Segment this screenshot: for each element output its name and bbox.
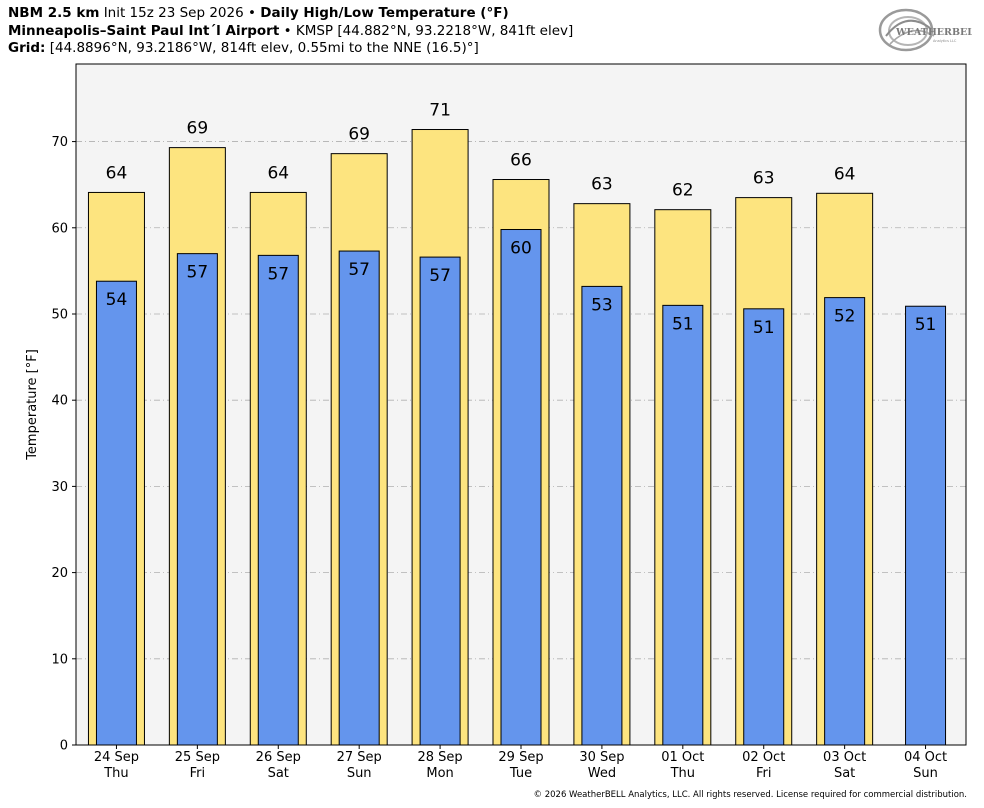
x-tick-date: 30 Sep [579, 750, 624, 765]
low-value-label: 53 [591, 295, 613, 315]
high-value-label: 62 [672, 181, 694, 201]
x-tick-day: Mon [426, 766, 453, 781]
low-value-label: 57 [267, 264, 289, 284]
high-value-label: 64 [267, 163, 289, 183]
low-value-label: 57 [429, 266, 451, 286]
value-labels: 64 54 69 57 64 57 69 57 71 57 66 60 63 53 62 51 63 51 64 52… [106, 101, 937, 338]
low-bar [824, 297, 866, 746]
y-tick-label: 0 [60, 739, 68, 754]
low-value-label: 57 [348, 260, 370, 280]
x-tick-date: 04 Oct [904, 750, 947, 765]
x-tick-date: 27 Sep [337, 750, 382, 765]
high-value-label: 63 [753, 169, 775, 189]
x-tick-date: 01 Oct [661, 750, 704, 765]
x-tick-day: Tue [509, 766, 532, 781]
x-tick-day: Thu [670, 766, 695, 781]
low-bar [743, 308, 785, 746]
y-axis: 0 10 20 30 40 50 60 70 [51, 135, 76, 754]
title-line-1: NBM 2.5 km Init 15z 23 Sep 2026 • Daily … [8, 5, 509, 22]
station-details: KMSP [44.882°N, 93.2218°W, 841ft elev] [295, 23, 574, 39]
low-value-label: 57 [187, 263, 209, 283]
x-tick-day: Sun [913, 766, 938, 781]
low-bar [419, 256, 461, 746]
high-value-label: 63 [591, 175, 613, 195]
y-tick-label: 20 [51, 566, 68, 581]
grid-details: [44.8896°N, 93.2186°W, 814ft elev, 0.55m… [49, 40, 479, 56]
x-tick-date: 02 Oct [742, 750, 785, 765]
y-tick-label: 30 [51, 480, 68, 495]
x-tick-day: Sat [834, 766, 855, 781]
high-value-label: 64 [106, 163, 128, 183]
product-name: Daily High/Low Temperature (°F) [260, 5, 509, 21]
low-value-label: 52 [834, 307, 856, 327]
low-value-label: 60 [510, 239, 532, 259]
low-value-label: 51 [753, 318, 775, 338]
low-bar [338, 250, 380, 746]
high-value-label: 71 [429, 101, 451, 121]
low-bar [662, 304, 704, 746]
y-tick-label: 70 [51, 135, 68, 150]
copyright-footer: © 2026 WeatherBELL Analytics, LLC. All r… [533, 790, 967, 800]
low-bar [176, 253, 218, 746]
x-tick-date: 28 Sep [417, 750, 462, 765]
low-value-label: 54 [106, 290, 128, 310]
title-line-3: Grid: [44.8896°N, 93.2186°W, 814ft elev,… [8, 40, 479, 57]
bars [87, 129, 947, 746]
low-bar [500, 229, 542, 746]
y-tick-label: 50 [51, 307, 68, 322]
grid-label: Grid: [8, 40, 46, 56]
x-tick-day: Sat [268, 766, 289, 781]
separator-dot: • [283, 23, 292, 39]
low-bar [581, 285, 623, 746]
x-tick-day: Fri [756, 766, 772, 781]
x-tick-date: 25 Sep [175, 750, 220, 765]
init-time: Init 15z 23 Sep 2026 [103, 5, 244, 21]
low-value-label: 51 [672, 314, 694, 334]
low-bar [905, 305, 947, 746]
x-tick-day: Sun [347, 766, 372, 781]
x-tick-day: Fri [190, 766, 206, 781]
logo-subtext: Analytics LLC [933, 39, 957, 43]
y-tick-label: 60 [51, 221, 68, 236]
y-tick-label: 40 [51, 394, 68, 409]
title-line-2: Minneapolis–Saint Paul Int´l Airport • K… [8, 23, 573, 40]
high-value-label: 69 [348, 125, 370, 145]
high-value-label: 69 [187, 119, 209, 139]
separator-dot: • [247, 5, 256, 21]
high-value-label: 66 [510, 151, 532, 171]
x-tick-date: 03 Oct [823, 750, 866, 765]
y-axis-label: Temperature [°F] [25, 349, 40, 461]
high-value-label: 64 [834, 164, 856, 184]
x-tick-date: 26 Sep [256, 750, 301, 765]
weatherbell-logo: WEATHERBELL Analytics LLC [878, 8, 972, 52]
x-tick-day: Wed [588, 766, 616, 781]
logo-text: WEATHERBELL [895, 27, 972, 38]
low-bar [257, 254, 299, 746]
station-name: Minneapolis–Saint Paul Int´l Airport [8, 23, 280, 39]
y-tick-label: 10 [51, 652, 68, 667]
x-tick-date: 29 Sep [498, 750, 543, 765]
low-bar [95, 280, 137, 746]
model-name: NBM 2.5 km [8, 5, 100, 21]
x-tick-day: Thu [103, 766, 128, 781]
x-tick-date: 24 Sep [94, 750, 139, 765]
low-value-label: 51 [915, 315, 937, 335]
